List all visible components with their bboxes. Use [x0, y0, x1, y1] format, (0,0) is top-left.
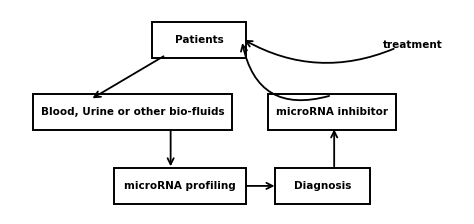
Text: microRNA profiling: microRNA profiling	[124, 181, 236, 191]
Text: microRNA inhibitor: microRNA inhibitor	[276, 107, 388, 117]
Text: treatment: treatment	[383, 40, 442, 50]
FancyBboxPatch shape	[152, 22, 246, 58]
FancyBboxPatch shape	[114, 168, 246, 204]
FancyBboxPatch shape	[268, 94, 396, 130]
FancyBboxPatch shape	[33, 94, 232, 130]
FancyBboxPatch shape	[275, 168, 370, 204]
Text: Blood, Urine or other bio-fluids: Blood, Urine or other bio-fluids	[41, 107, 225, 117]
Text: Diagnosis: Diagnosis	[293, 181, 351, 191]
Text: Patients: Patients	[175, 35, 223, 45]
